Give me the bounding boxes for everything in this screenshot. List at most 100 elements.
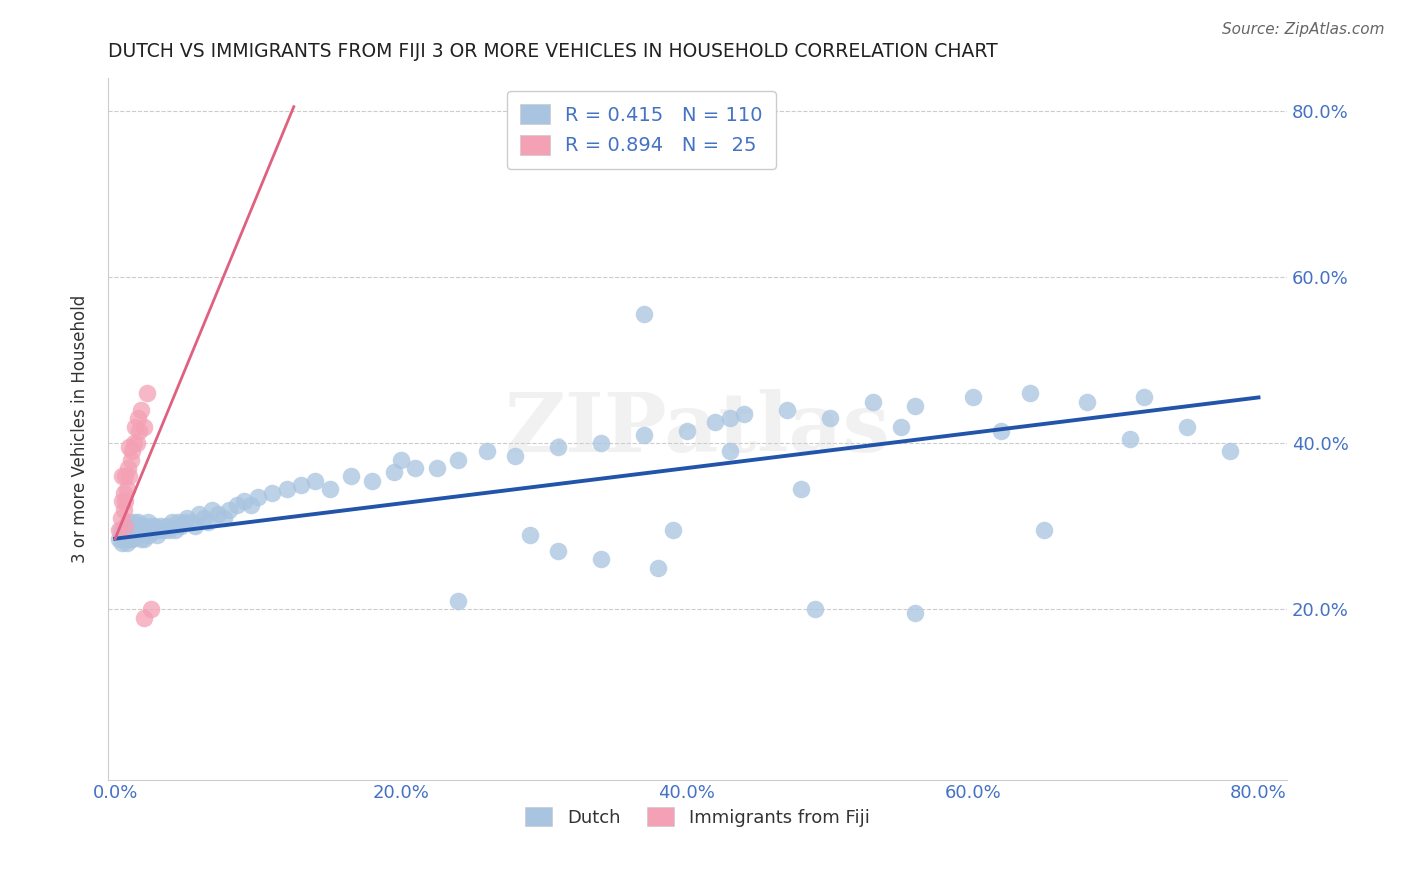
Point <box>120 524 142 538</box>
Point <box>262 486 284 500</box>
Point <box>591 552 613 566</box>
Point <box>110 511 132 525</box>
Point <box>139 524 162 538</box>
Point <box>340 469 363 483</box>
Point <box>111 536 134 550</box>
Point <box>426 461 449 475</box>
Point <box>122 515 145 529</box>
Point <box>170 519 193 533</box>
Point <box>132 610 155 624</box>
Point <box>127 411 149 425</box>
Text: DUTCH VS IMMIGRANTS FROM FIJI 3 OR MORE VEHICLES IN HOUSEHOLD CORRELATION CHART: DUTCH VS IMMIGRANTS FROM FIJI 3 OR MORE … <box>108 42 998 61</box>
Point <box>591 436 613 450</box>
Point <box>547 544 569 558</box>
Point <box>112 524 135 538</box>
Point <box>117 527 139 541</box>
Point <box>790 482 813 496</box>
Point <box>1018 386 1040 401</box>
Point <box>962 391 984 405</box>
Point <box>114 524 136 538</box>
Point <box>890 419 912 434</box>
Point <box>145 527 167 541</box>
Point <box>155 519 177 533</box>
Point <box>132 532 155 546</box>
Point <box>159 524 181 538</box>
Point <box>124 519 146 533</box>
Point <box>117 461 139 475</box>
Point <box>146 524 169 538</box>
Point <box>115 524 138 538</box>
Point <box>276 482 298 496</box>
Point <box>152 524 174 538</box>
Point <box>718 411 741 425</box>
Point <box>197 515 219 529</box>
Point <box>547 440 569 454</box>
Point <box>239 499 262 513</box>
Point <box>115 536 138 550</box>
Point <box>134 519 156 533</box>
Point <box>704 416 727 430</box>
Point <box>505 449 527 463</box>
Point <box>143 519 166 533</box>
Point <box>117 519 139 533</box>
Text: ZIPatlas: ZIPatlas <box>505 389 890 468</box>
Point <box>127 515 149 529</box>
Point <box>167 515 190 529</box>
Point <box>115 482 138 496</box>
Point <box>447 594 470 608</box>
Point <box>125 519 148 533</box>
Point <box>142 524 165 538</box>
Point <box>111 469 134 483</box>
Point <box>188 507 211 521</box>
Point <box>218 502 240 516</box>
Point <box>290 477 312 491</box>
Point <box>661 524 683 538</box>
Point <box>247 490 270 504</box>
Point <box>118 469 141 483</box>
Point <box>131 519 153 533</box>
Point <box>180 515 202 529</box>
Point <box>207 507 229 521</box>
Point <box>114 469 136 483</box>
Point <box>124 419 146 434</box>
Point <box>129 524 152 538</box>
Point <box>132 524 155 538</box>
Point <box>129 403 152 417</box>
Point <box>382 465 405 479</box>
Point <box>128 519 150 533</box>
Point <box>1033 524 1056 538</box>
Point <box>675 424 697 438</box>
Point <box>127 524 149 538</box>
Point <box>141 519 163 533</box>
Point <box>475 444 498 458</box>
Point <box>647 561 669 575</box>
Point <box>1133 391 1156 405</box>
Point <box>125 527 148 541</box>
Point <box>776 403 799 417</box>
Point <box>136 515 159 529</box>
Point <box>121 524 143 538</box>
Point <box>193 511 215 525</box>
Point <box>904 607 927 621</box>
Point <box>212 511 235 525</box>
Point <box>1175 419 1198 434</box>
Point <box>1076 394 1098 409</box>
Point <box>128 527 150 541</box>
Point <box>162 515 184 529</box>
Point <box>818 411 841 425</box>
Point <box>111 494 134 508</box>
Point <box>129 532 152 546</box>
Point <box>128 424 150 438</box>
Point <box>121 444 143 458</box>
Point <box>201 502 224 516</box>
Point <box>149 519 172 533</box>
Point <box>232 494 254 508</box>
Point <box>118 440 141 454</box>
Point <box>862 394 884 409</box>
Point <box>118 515 141 529</box>
Point <box>110 524 132 538</box>
Point <box>389 452 412 467</box>
Point <box>1119 432 1142 446</box>
Point <box>138 527 160 541</box>
Point <box>361 474 384 488</box>
